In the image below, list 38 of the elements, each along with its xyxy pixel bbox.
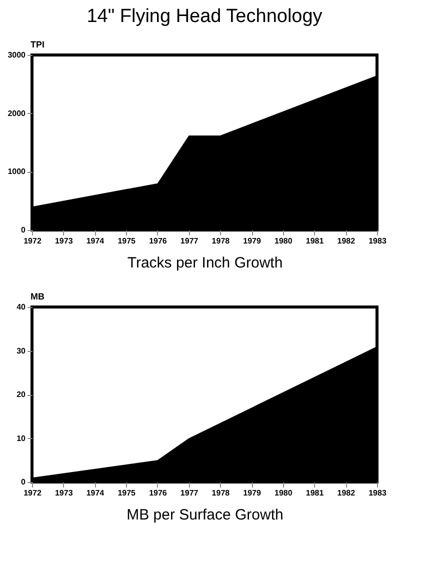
y-axis-title: TPI [30,40,45,50]
x-tick-label: 1976 [149,236,168,246]
y-axis-title: MB [30,292,45,302]
x-tick-label: 1982 [337,236,356,246]
x-tick-label: 1978 [212,236,230,246]
y-tick-label: 3000 [8,50,26,60]
x-tick-label: 1981 [306,488,324,498]
x-tick-label: 1972 [24,236,42,246]
x-axis-title: MB per Surface Growth [126,506,284,524]
x-axis-title: Tracks per Inch Growth [127,254,283,272]
x-tick-label: 1980 [274,488,293,498]
y-tick-label: 2000 [8,108,26,118]
x-tick-label: 1972 [24,488,42,498]
x-tick-label: 1977 [180,488,199,498]
y-tick-label: 0 [21,478,26,486]
x-tick-label: 1979 [243,488,262,498]
x-tick-label: 1976 [149,488,168,498]
y-tick-label: 30 [16,346,26,356]
x-tick-label: 1982 [337,488,356,498]
y-tick-label: 10 [16,434,26,443]
x-tick-label: 1980 [274,236,293,246]
x-tick-label: 1973 [54,236,74,246]
x-tick-label: 1974 [86,236,105,246]
x-tick-label: 1981 [306,236,324,246]
x-tick-label: 1975 [118,488,136,498]
y-tick-label: 1000 [8,167,26,176]
chart-title: 14" Flying Head Technology [86,6,323,27]
y-tick-label: 40 [16,302,26,312]
x-tick-label: 1974 [86,488,105,498]
x-tick-label: 1979 [243,236,262,246]
x-tick-label: 1983 [368,236,387,246]
x-tick-label: 1983 [368,488,387,498]
x-tick-label: 1978 [212,488,230,498]
x-tick-label: 1975 [118,236,136,246]
y-tick-label: 0 [21,226,26,234]
x-tick-label: 1977 [180,236,199,246]
y-tick-label: 20 [16,390,26,399]
x-tick-label: 1973 [54,488,74,498]
